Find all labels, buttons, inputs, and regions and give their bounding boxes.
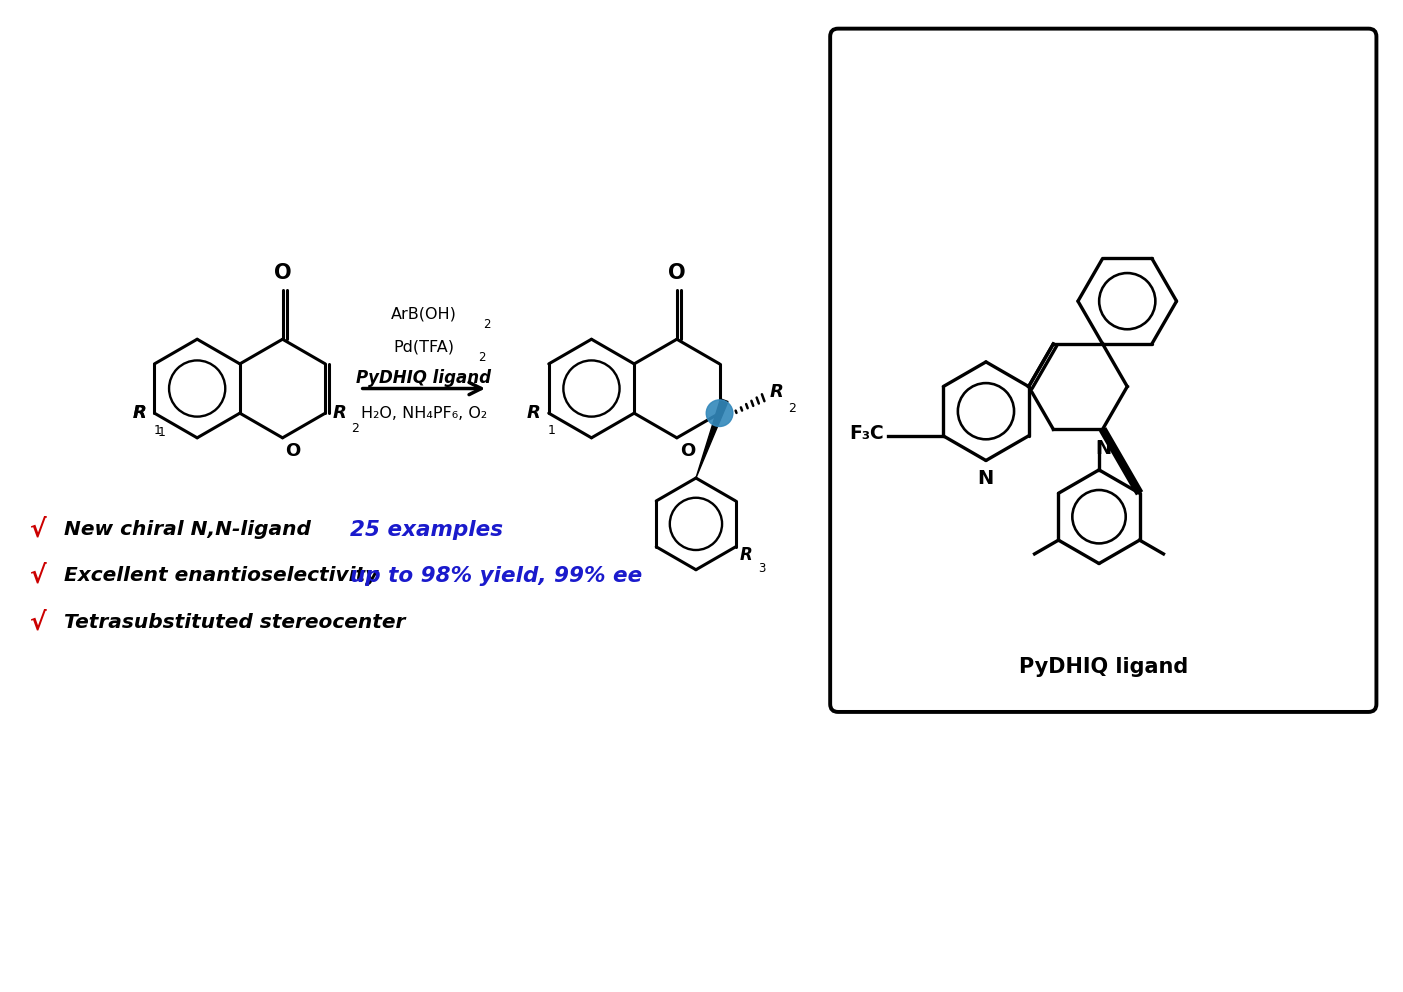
Text: 2: 2 — [351, 423, 359, 435]
Text: O: O — [668, 263, 686, 283]
Text: Excellent enantioselectivity: Excellent enantioselectivity — [65, 566, 379, 585]
Text: 1: 1 — [153, 425, 161, 437]
Text: N: N — [976, 469, 993, 488]
Text: √: √ — [29, 610, 46, 634]
Text: R: R — [528, 404, 542, 423]
Text: New chiral N,N-ligand: New chiral N,N-ligand — [65, 520, 311, 539]
Text: 2: 2 — [483, 318, 491, 331]
Text: Pd(TFA): Pd(TFA) — [393, 339, 455, 354]
Text: 1: 1 — [157, 427, 166, 439]
Text: 2: 2 — [788, 402, 797, 415]
Text: R: R — [770, 383, 784, 402]
Text: O: O — [285, 441, 300, 459]
Text: H₂O, NH₄PF₆, O₂: H₂O, NH₄PF₆, O₂ — [361, 407, 487, 422]
Text: 25 examples: 25 examples — [349, 520, 502, 540]
Text: 1: 1 — [547, 425, 556, 437]
Text: ArB(OH): ArB(OH) — [391, 307, 457, 321]
Text: R: R — [333, 404, 347, 423]
Text: Tetrasubstituted stereocenter: Tetrasubstituted stereocenter — [65, 613, 405, 632]
Text: N: N — [1096, 439, 1111, 458]
Text: R: R — [133, 404, 146, 423]
Text: O: O — [274, 263, 292, 283]
FancyBboxPatch shape — [831, 29, 1376, 712]
Text: PyDHIQ ligand: PyDHIQ ligand — [1019, 657, 1188, 677]
Text: R: R — [133, 404, 146, 423]
Text: up to 98% yield, 99% ee: up to 98% yield, 99% ee — [349, 565, 643, 586]
Text: 3: 3 — [759, 562, 766, 575]
Text: √: √ — [29, 563, 46, 588]
Polygon shape — [696, 399, 728, 478]
Text: PyDHIQ ligand: PyDHIQ ligand — [356, 369, 491, 387]
Text: √: √ — [29, 518, 46, 542]
Circle shape — [706, 400, 732, 427]
Text: F₃C: F₃C — [849, 425, 884, 443]
Text: R: R — [739, 546, 752, 563]
Text: 2: 2 — [478, 351, 485, 364]
Text: O: O — [680, 441, 694, 459]
